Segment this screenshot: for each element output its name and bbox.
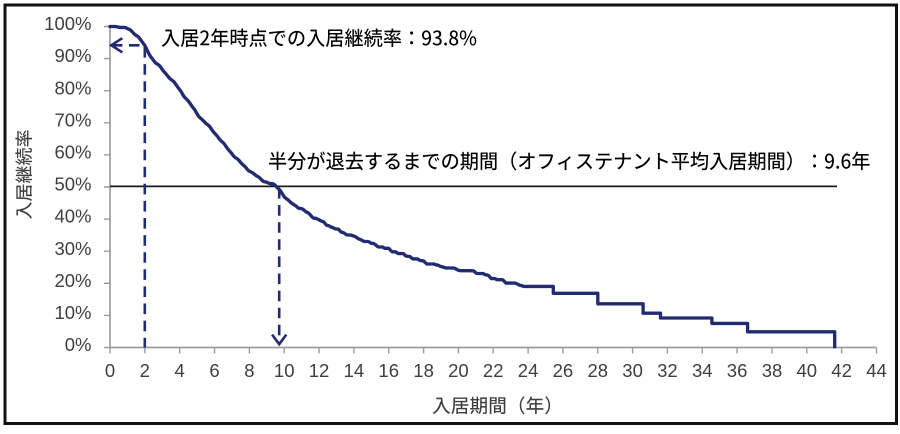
svg-text:0: 0	[105, 360, 115, 381]
svg-text:12: 12	[309, 360, 330, 381]
svg-text:14: 14	[344, 360, 365, 381]
svg-text:30: 30	[622, 360, 643, 381]
svg-text:10: 10	[274, 360, 295, 381]
svg-text:44: 44	[866, 360, 887, 381]
svg-text:20%: 20%	[54, 270, 91, 291]
svg-text:50%: 50%	[54, 174, 91, 195]
svg-text:40: 40	[797, 360, 818, 381]
svg-text:0%: 0%	[65, 334, 92, 355]
svg-text:18: 18	[413, 360, 434, 381]
svg-text:34: 34	[692, 360, 713, 381]
svg-text:10%: 10%	[54, 302, 91, 323]
svg-text:36: 36	[727, 360, 748, 381]
svg-text:6: 6	[209, 360, 219, 381]
svg-text:8: 8	[244, 360, 254, 381]
svg-text:80%: 80%	[54, 77, 91, 98]
svg-text:40%: 40%	[54, 206, 91, 227]
svg-text:30%: 30%	[54, 238, 91, 259]
svg-text:100%: 100%	[44, 13, 91, 34]
svg-text:26: 26	[553, 360, 574, 381]
svg-text:22: 22	[483, 360, 504, 381]
svg-text:28: 28	[588, 360, 609, 381]
svg-text:24: 24	[518, 360, 539, 381]
svg-text:2: 2	[140, 360, 150, 381]
svg-text:20: 20	[448, 360, 469, 381]
svg-text:70%: 70%	[54, 109, 91, 130]
svg-text:60%: 60%	[54, 142, 91, 163]
svg-text:38: 38	[762, 360, 783, 381]
svg-text:90%: 90%	[54, 45, 91, 66]
svg-text:4: 4	[175, 360, 185, 381]
svg-text:42: 42	[831, 360, 852, 381]
svg-text:32: 32	[657, 360, 678, 381]
svg-text:16: 16	[378, 360, 399, 381]
